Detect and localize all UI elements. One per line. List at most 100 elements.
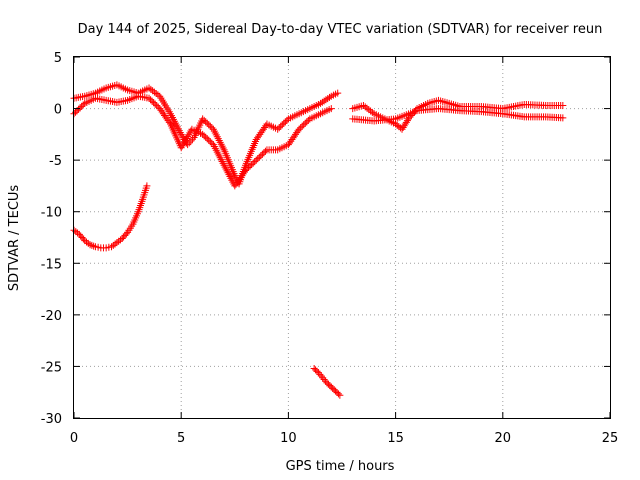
data-point <box>75 105 83 113</box>
data-point <box>206 138 214 146</box>
data-point <box>245 164 253 172</box>
data-point <box>116 236 124 244</box>
data-point <box>148 97 156 105</box>
data-point <box>275 124 283 132</box>
data-point <box>202 118 210 126</box>
data-point <box>251 158 259 166</box>
data-point <box>320 97 328 105</box>
data-point <box>320 375 328 383</box>
x-tick-label: 5 <box>177 431 185 446</box>
y-axis-label: SDTVAR / TECUs <box>7 185 22 292</box>
data-point <box>280 119 288 127</box>
data-point <box>145 84 153 92</box>
data-point <box>255 153 263 161</box>
data-point <box>86 241 94 249</box>
data-point <box>281 118 289 126</box>
data-point <box>327 105 335 113</box>
data-point <box>298 122 306 130</box>
x-tick-label: 0 <box>70 431 78 446</box>
data-point <box>559 114 567 122</box>
data-point <box>301 119 309 127</box>
data-point <box>109 241 117 249</box>
data-point <box>152 89 160 97</box>
data-point <box>242 166 250 174</box>
data-point <box>260 149 268 157</box>
data-point <box>78 102 86 110</box>
data-point <box>334 89 342 97</box>
data-point <box>359 101 367 109</box>
data-point <box>202 133 210 141</box>
data-point <box>304 116 312 124</box>
data-point <box>79 101 87 109</box>
data-point <box>203 135 211 143</box>
data-point <box>113 239 121 247</box>
series-track-a-lower <box>70 92 335 190</box>
data-point <box>115 237 123 245</box>
y-tick-label: -30 <box>41 412 62 427</box>
y-tick-label: -20 <box>41 309 62 324</box>
y-tick-label: 5 <box>54 51 62 66</box>
data-point <box>81 237 89 245</box>
data-point <box>252 156 260 164</box>
data-point <box>165 118 173 126</box>
data-point <box>295 125 303 133</box>
data-point <box>199 130 207 138</box>
grid <box>74 57 610 418</box>
data-point <box>278 121 286 129</box>
data-point <box>368 108 376 116</box>
data-point <box>199 115 207 123</box>
data-point <box>200 116 208 124</box>
x-tick-label: 25 <box>602 431 619 446</box>
data-point <box>317 99 325 107</box>
data-point <box>365 106 373 114</box>
data-point <box>203 119 211 127</box>
data-point <box>322 377 330 385</box>
data-point <box>90 242 98 250</box>
data-point <box>316 370 324 378</box>
y-tick-label: -25 <box>41 360 62 375</box>
data-point <box>83 238 91 246</box>
data-point <box>317 372 325 380</box>
data-point <box>254 155 262 163</box>
data-point <box>150 88 158 96</box>
data-point <box>185 139 193 147</box>
data-point <box>406 113 414 121</box>
data-point <box>145 94 153 102</box>
data-point <box>249 159 257 167</box>
data-point <box>151 100 159 108</box>
data-point <box>257 152 265 160</box>
data-point <box>300 121 308 129</box>
data-point <box>206 122 214 130</box>
series-track-d <box>310 364 344 399</box>
x-tick-label: 10 <box>280 431 297 446</box>
data-point <box>283 116 291 124</box>
data-point <box>149 87 157 95</box>
data-point <box>147 96 155 104</box>
data-point <box>205 121 213 129</box>
series-layer <box>70 81 567 399</box>
data-point <box>200 132 208 140</box>
data-point <box>336 391 344 399</box>
data-point <box>324 95 332 103</box>
data-point <box>74 229 82 237</box>
data-point <box>111 240 119 248</box>
data-point <box>205 136 213 144</box>
data-point <box>319 374 327 382</box>
data-point <box>322 96 330 104</box>
y-tick-label: 0 <box>54 103 62 118</box>
y-tick-label: -5 <box>49 154 62 169</box>
data-point <box>243 165 251 173</box>
data-point <box>248 161 256 169</box>
data-point <box>313 367 321 375</box>
plot-frame <box>73 56 611 419</box>
data-point <box>297 124 305 132</box>
series-track-b <box>349 96 567 133</box>
series-track-c <box>70 182 151 252</box>
data-point <box>79 235 87 243</box>
x-tick-label: 15 <box>387 431 404 446</box>
ticks: 0 5 10 15 20 25 5 0 -5 -10 -15 -20 -25 -30 <box>41 51 619 446</box>
x-axis-label: GPS time / hours <box>286 459 395 474</box>
series-track-b-lower <box>349 105 567 125</box>
data-point <box>361 103 369 111</box>
